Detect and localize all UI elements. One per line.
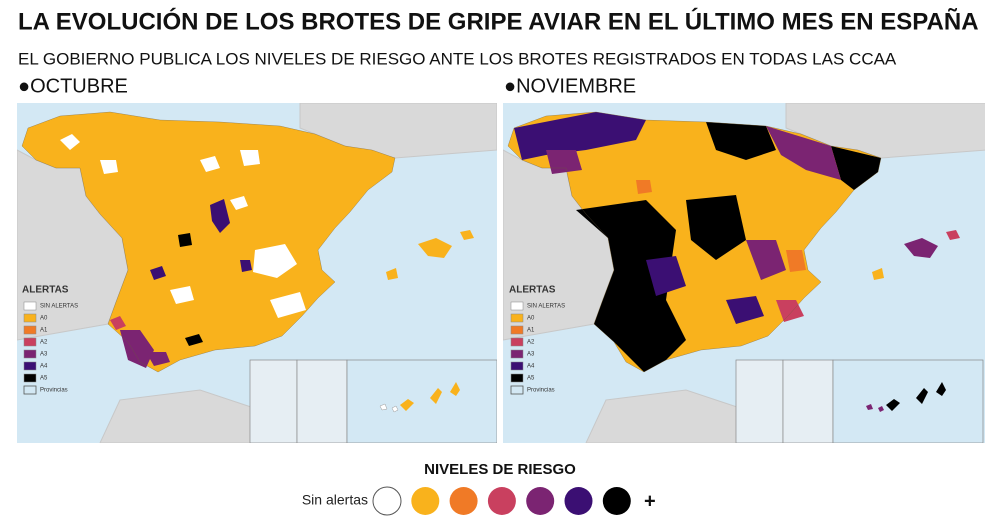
title: LA EVOLUCIÓN DE LOS BROTES DE GRIPE AVIA… xyxy=(18,7,979,35)
map-legend-swatch xyxy=(23,325,37,335)
subtitle: EL GOBIERNO PUBLICA LOS NIVELES DE RIESG… xyxy=(18,49,897,68)
map-legend-swatch xyxy=(23,349,37,359)
legend-dots xyxy=(372,486,631,516)
map-legend-swatch xyxy=(23,373,37,383)
map-legend-title: ALERTAS xyxy=(509,285,556,296)
map-legend-swatch xyxy=(23,385,37,395)
map-legend-label: A2 xyxy=(527,340,535,346)
map-legend-label: Provincias xyxy=(527,388,555,394)
map-legend-label: A1 xyxy=(527,328,535,334)
map-label: ●OCTUBRE xyxy=(18,75,128,97)
map-legend-label: SIN ALERTAS xyxy=(527,304,565,310)
legend-more: + xyxy=(644,490,656,512)
map-legend-label: A3 xyxy=(40,352,48,358)
map-label: ●NOVIEMBRE xyxy=(504,75,636,97)
map-legend-label: A0 xyxy=(40,316,48,322)
map-legend-swatch xyxy=(23,301,37,311)
map-legend: ALERTAS SIN ALERTAS A0 A1 A2 A3 A4 A5 Provincias xyxy=(509,285,565,395)
legend-title: NIVELES DE RIESGO xyxy=(424,461,576,478)
map-legend-label: A5 xyxy=(40,376,48,382)
map-legend-label: Provincias xyxy=(40,388,68,394)
map-october: ALERTAS SIN ALERTAS A0 A1 A2 A3 A4 A5 Provincias xyxy=(17,103,497,443)
legend-dot xyxy=(526,487,555,515)
map-legend-label: A4 xyxy=(527,364,535,370)
map-legend-title: ALERTAS xyxy=(22,285,69,296)
map-legend-label: SIN ALERTAS xyxy=(40,304,78,310)
legend-dot xyxy=(487,487,516,515)
map-legend-swatch xyxy=(23,313,37,323)
legend-dot xyxy=(372,486,402,516)
map-legend: ALERTAS SIN ALERTAS A0 A1 A2 A3 A4 A5 Provincias xyxy=(22,285,78,395)
map-november: ALERTAS SIN ALERTAS A0 A1 A2 A3 A4 A5 Provincias xyxy=(503,103,985,443)
map-legend-label: A1 xyxy=(40,328,48,334)
legend-dot xyxy=(449,487,478,515)
map-legend-label: A0 xyxy=(527,316,535,322)
map-legend-label: A3 xyxy=(527,352,535,358)
map-legend-swatch xyxy=(510,301,524,311)
map-legend-swatch xyxy=(510,349,524,359)
map-legend-swatch xyxy=(510,385,524,395)
legend-none-label: Sin alertas xyxy=(302,492,368,508)
legend-dot xyxy=(602,487,631,515)
map-legend-label: A4 xyxy=(40,364,48,370)
map-legend-label: A2 xyxy=(40,340,48,346)
map-legend-swatch xyxy=(510,337,524,347)
map-legend-swatch xyxy=(510,373,524,383)
map-legend-swatch xyxy=(23,337,37,347)
map-legend-swatch xyxy=(510,361,524,371)
legend-dot xyxy=(564,487,593,515)
map-legend-swatch xyxy=(510,313,524,323)
map-legend-label: A5 xyxy=(527,376,535,382)
map-legend-swatch xyxy=(510,325,524,335)
map-legend-swatch xyxy=(23,361,37,371)
legend-dot xyxy=(411,487,440,515)
